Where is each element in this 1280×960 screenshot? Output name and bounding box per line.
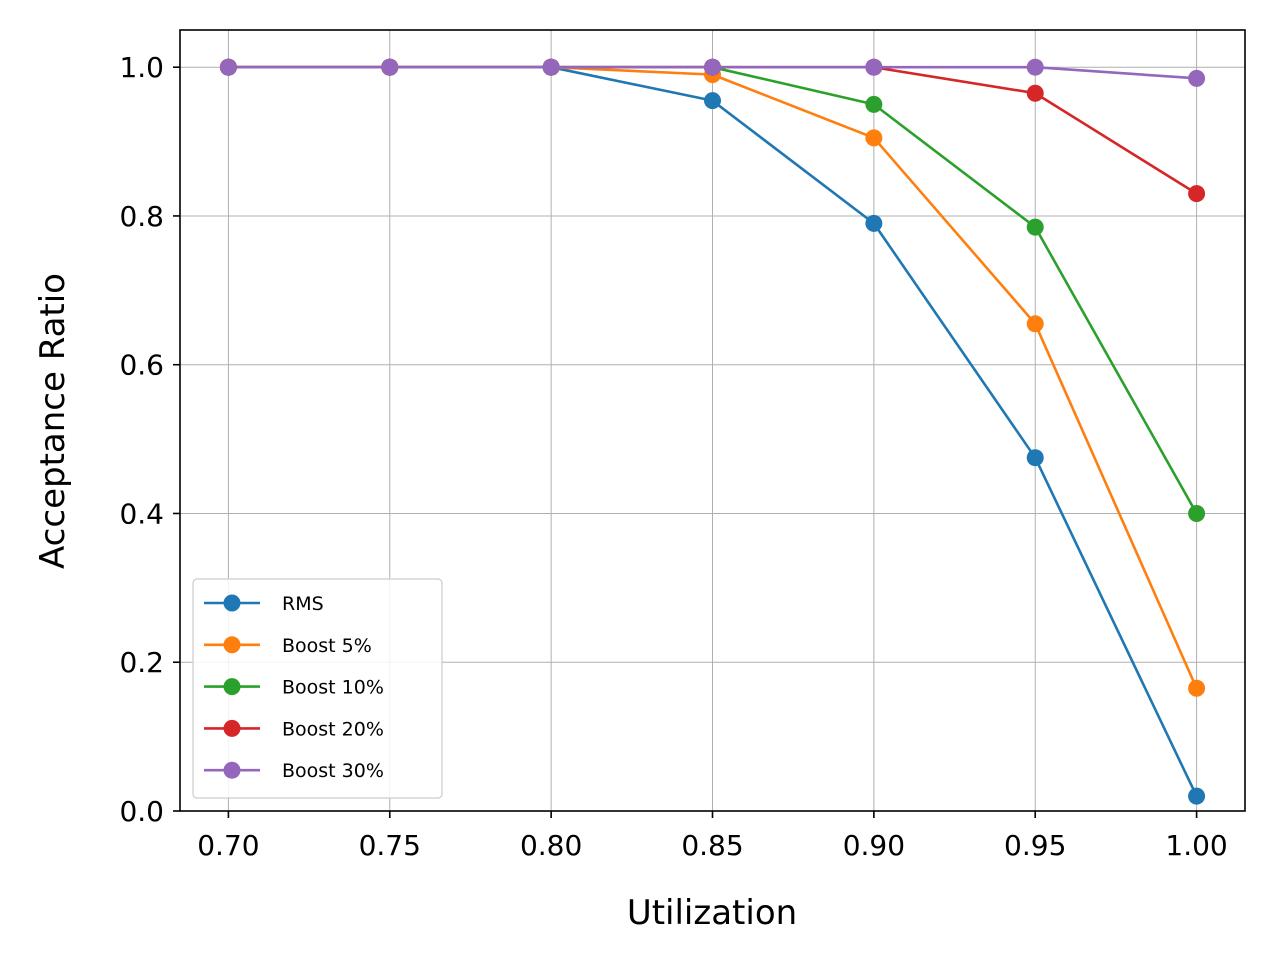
legend-marker [223,636,241,654]
data-point [1026,84,1044,102]
data-point [1188,69,1206,87]
x-tick-label: 1.00 [1165,829,1227,862]
data-point [219,58,237,76]
axis-ticks: 0.70 0.75 0.80 0.85 0.90 0.95 1.00 0.0 0.2 0.4 0.6… [119,51,1227,862]
data-point [865,95,883,113]
data-point [1188,787,1206,805]
y-tick-label: 0.4 [119,497,164,530]
data-point [381,58,399,76]
legend-label: RMS [282,593,324,615]
y-tick-label: 0.0 [119,795,164,828]
legend-item: Boost 10% [204,677,384,699]
legend: RMS Boost 5% Boost 10% Boost 20% Boost 30% [192,578,443,799]
legend-marker [223,719,241,737]
legend-item: RMS [204,593,324,615]
legend-item: Boost 30% [204,760,384,782]
x-tick-label: 0.75 [359,829,421,862]
data-point [865,129,883,147]
y-tick-label: 1.0 [119,51,164,84]
data-point [1188,504,1206,522]
data-point [865,58,883,76]
legend-item: Boost 5% [204,635,372,657]
x-axis-label: Utilization [627,893,797,933]
data-point [865,214,883,232]
data-point [704,92,721,110]
y-axis-label: Acceptance Ratio [33,273,73,569]
legend-label: Boost 5% [282,635,372,657]
legend-marker [223,594,241,612]
data-point [704,58,721,76]
x-tick-label: 0.90 [843,829,905,862]
x-tick-label: 0.85 [681,829,743,862]
data-point [542,58,560,76]
y-tick-label: 0.2 [119,646,164,679]
x-tick-label: 0.70 [197,829,259,862]
x-tick-label: 0.95 [1004,829,1066,862]
legend-label: Boost 20% [282,718,384,740]
legend-box [192,578,443,799]
data-point [1026,449,1044,467]
legend-marker [223,761,241,779]
data-point [1026,218,1044,236]
data-point [1188,185,1206,203]
data-point [1026,58,1044,76]
data-point [1188,679,1206,697]
y-tick-label: 0.6 [119,349,164,382]
legend-label: Boost 10% [282,677,384,699]
legend-label: Boost 30% [282,760,384,782]
y-tick-label: 0.8 [119,200,164,233]
x-tick-label: 0.80 [520,829,582,862]
series-layer [219,58,1206,805]
series-boost-30 [219,58,1206,87]
legend-item: Boost 20% [204,718,384,740]
legend-marker [223,678,241,696]
data-point [1026,315,1044,333]
